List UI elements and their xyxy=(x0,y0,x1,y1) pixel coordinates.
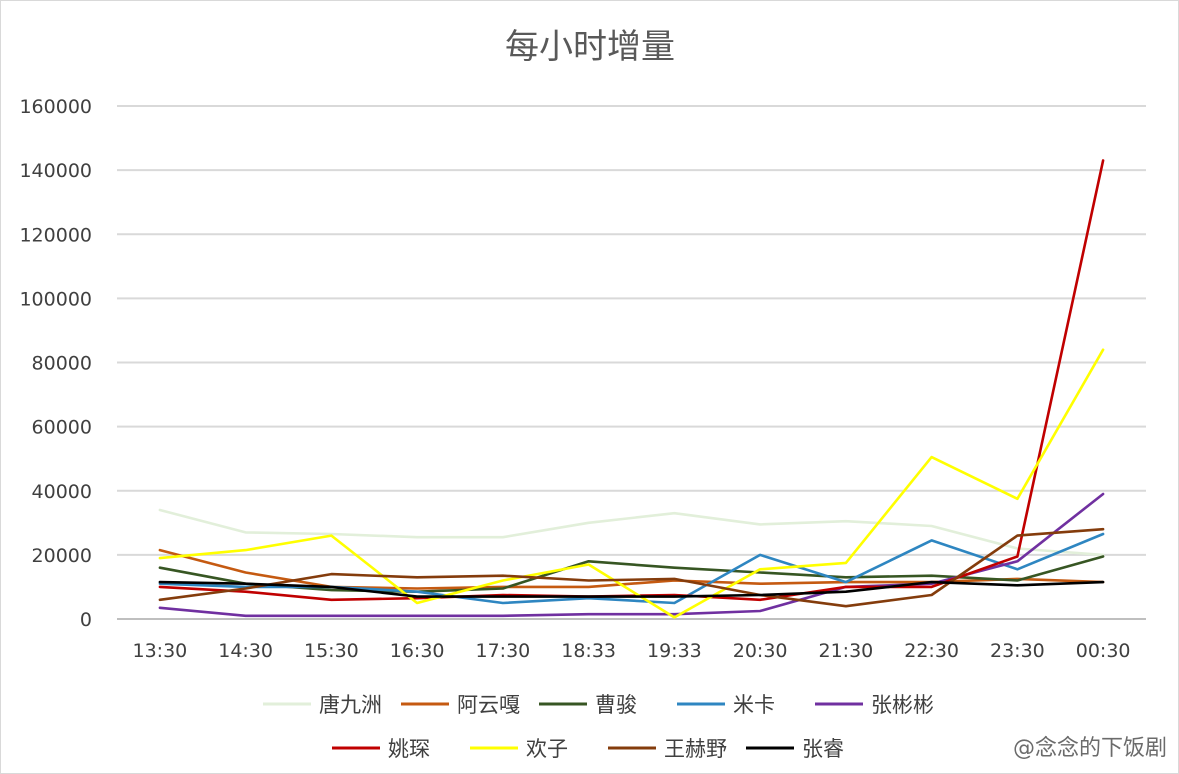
legend-item: 姚琛 xyxy=(332,737,430,761)
legend-item: 欢子 xyxy=(470,737,568,761)
series-line xyxy=(158,527,1105,608)
y-tick-label: 60000 xyxy=(32,417,92,439)
y-tick-label: 40000 xyxy=(32,481,92,503)
legend-item: 张睿 xyxy=(746,737,844,761)
series-line xyxy=(158,532,1105,605)
x-tick-label: 13:30 xyxy=(132,640,187,662)
series-lines xyxy=(158,159,1105,619)
legend-label: 张睿 xyxy=(802,737,844,761)
series-line xyxy=(158,492,1105,618)
legend-label: 曹骏 xyxy=(595,693,637,717)
y-tick-label: 140000 xyxy=(19,160,92,182)
series-line xyxy=(158,555,1105,594)
x-tick-label: 22:30 xyxy=(904,640,959,662)
y-tick-label: 160000 xyxy=(19,96,92,118)
x-tick-label: 19:33 xyxy=(647,640,702,662)
y-tick-label: 120000 xyxy=(19,224,92,246)
series-line xyxy=(158,508,1105,557)
x-tick-label: 20:30 xyxy=(733,640,788,662)
gridlines xyxy=(117,105,1146,620)
x-tick-label: 15:30 xyxy=(304,640,359,662)
legend-label: 唐九洲 xyxy=(319,693,382,717)
legend-label: 姚琛 xyxy=(388,737,430,761)
legend-label: 欢子 xyxy=(526,737,568,761)
legend-item: 米卡 xyxy=(677,693,775,717)
legend-label: 张彬彬 xyxy=(871,693,934,717)
legend-label: 米卡 xyxy=(733,693,775,717)
legend-label: 阿云嘎 xyxy=(457,693,520,717)
x-axis-ticks: 13:30 14:30 15:30 16:30 17:30 18:33 19:33 20:30… xyxy=(132,640,1130,662)
y-tick-label: 80000 xyxy=(32,353,92,375)
y-tick-label: 20000 xyxy=(32,545,92,567)
x-tick-label: 18:33 xyxy=(561,640,616,662)
series-line xyxy=(158,348,1105,619)
x-tick-label: 14:30 xyxy=(218,640,273,662)
legend-label: 王赫野 xyxy=(664,737,727,761)
y-tick-label: 0 xyxy=(80,609,92,631)
x-tick-label: 16:30 xyxy=(390,640,445,662)
x-tick-label: 00:30 xyxy=(1076,640,1131,662)
legend-item: 张彬彬 xyxy=(815,693,934,717)
legend-item: 阿云嘎 xyxy=(401,693,520,717)
x-tick-label: 23:30 xyxy=(990,640,1045,662)
y-axis-ticks: 0 20000 40000 60000 80000 100000 120000 140000 1… xyxy=(19,96,92,631)
x-tick-label: 17:30 xyxy=(475,640,530,662)
legend-item: 曹骏 xyxy=(539,693,637,717)
legend-item: 王赫野 xyxy=(608,737,727,761)
watermark-text: @念念的下饭剧 xyxy=(1013,736,1167,761)
y-tick-label: 100000 xyxy=(19,288,92,310)
series-line xyxy=(158,580,1105,598)
chart-title: 每小时增量 xyxy=(505,27,675,67)
legend-item: 唐九洲 xyxy=(263,693,382,717)
x-tick-label: 21:30 xyxy=(818,640,873,662)
